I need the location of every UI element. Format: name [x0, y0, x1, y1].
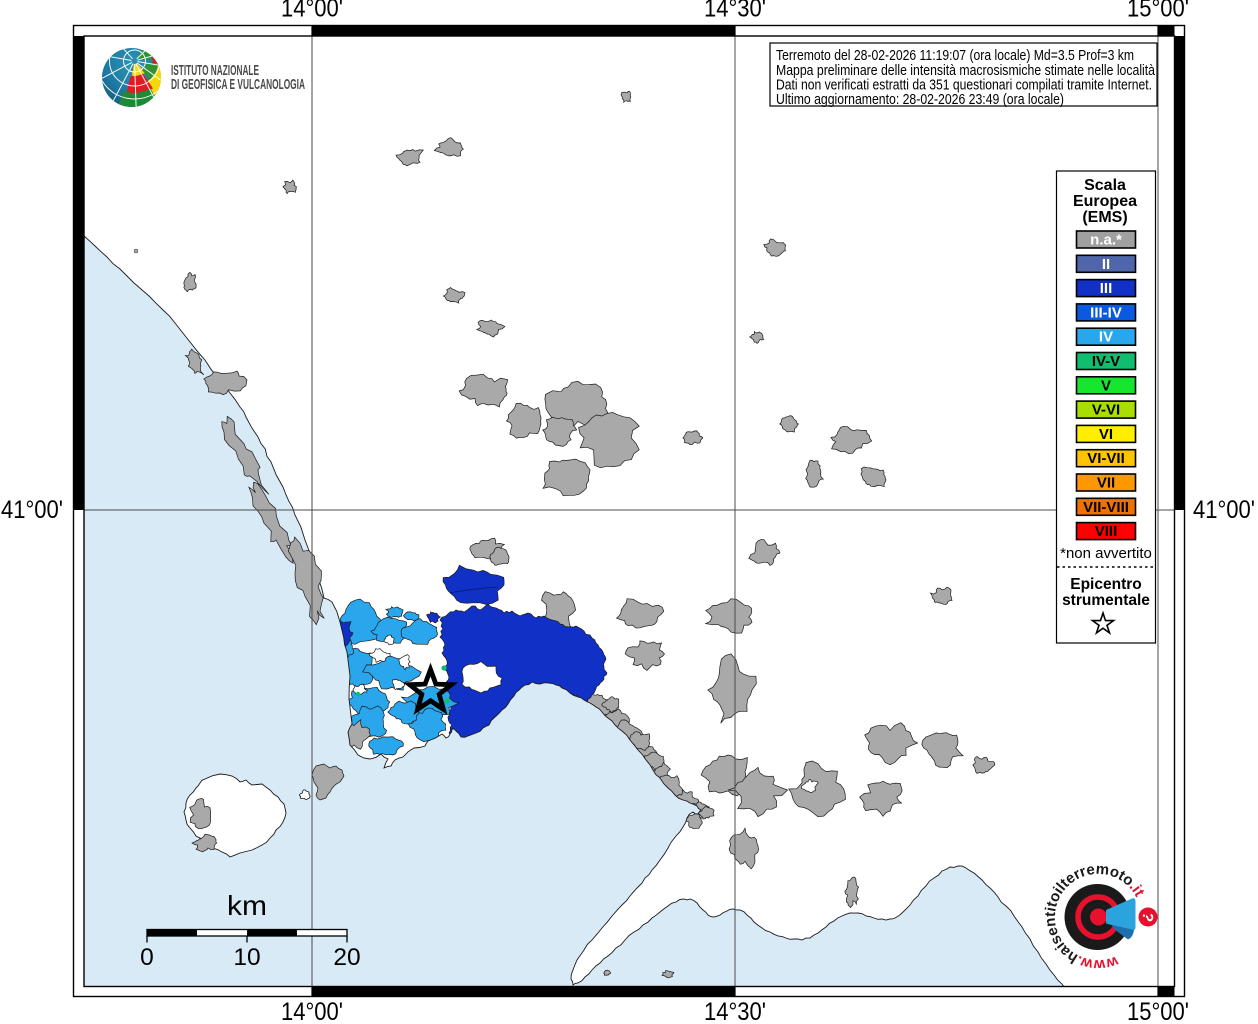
- svg-text:*non avvertito: *non avvertito: [1060, 545, 1152, 562]
- svg-text:0: 0: [140, 944, 154, 971]
- svg-text:VIII: VIII: [1095, 523, 1118, 540]
- svg-text:41°00': 41°00': [1193, 496, 1255, 524]
- svg-text:VI: VI: [1099, 426, 1113, 443]
- svg-text:Scala: Scala: [1084, 177, 1126, 194]
- svg-text:n.a.*: n.a.*: [1090, 232, 1122, 249]
- svg-text:Terremoto del 28-02-2026 11:19: Terremoto del 28-02-2026 11:19:07 (ora l…: [776, 48, 1134, 64]
- svg-text:DI GEOFISICA E VULCANOLOGIA: DI GEOFISICA E VULCANOLOGIA: [171, 76, 305, 93]
- svg-text:Ultimo aggiornamento: 28-02-20: Ultimo aggiornamento: 28-02-2026 23:49 (…: [776, 92, 1064, 108]
- svg-text:VII-VIII: VII-VIII: [1083, 499, 1129, 516]
- svg-text:14°30': 14°30': [704, 998, 766, 1024]
- svg-text:?: ?: [1138, 910, 1157, 923]
- svg-text:V-VI: V-VI: [1092, 402, 1120, 419]
- svg-text:VII: VII: [1097, 475, 1115, 492]
- svg-text:14°30': 14°30': [704, 0, 766, 23]
- svg-text:15°00': 15°00': [1127, 0, 1189, 23]
- svg-text:15°00': 15°00': [1127, 998, 1189, 1024]
- svg-text:41°00': 41°00': [1, 496, 63, 524]
- svg-text:Europea: Europea: [1073, 193, 1137, 210]
- svg-text:14°00': 14°00': [281, 0, 343, 23]
- svg-text:Mappa preliminare delle intens: Mappa preliminare delle intensità macros…: [776, 63, 1155, 79]
- svg-text:20: 20: [333, 944, 360, 971]
- svg-text:10: 10: [233, 944, 260, 971]
- svg-text:strumentale: strumentale: [1062, 592, 1150, 609]
- svg-text:III-IV: III-IV: [1090, 304, 1122, 321]
- svg-text:V: V: [1101, 377, 1111, 394]
- svg-text:km: km: [227, 890, 267, 921]
- svg-text:Epicentro: Epicentro: [1070, 576, 1141, 593]
- svg-text:IV: IV: [1099, 329, 1113, 346]
- svg-text:14°00': 14°00': [281, 998, 343, 1024]
- svg-text:Dati non verificati estratti d: Dati non verificati estratti da 351 ques…: [776, 78, 1152, 94]
- svg-text:ISTITUTO NAZIONALE: ISTITUTO NAZIONALE: [171, 62, 259, 79]
- svg-text:III: III: [1100, 280, 1113, 297]
- svg-text:VI-VII: VI-VII: [1087, 450, 1125, 467]
- svg-text:IV-V: IV-V: [1092, 353, 1120, 370]
- svg-text:(EMS): (EMS): [1082, 209, 1127, 226]
- svg-text:II: II: [1102, 256, 1110, 273]
